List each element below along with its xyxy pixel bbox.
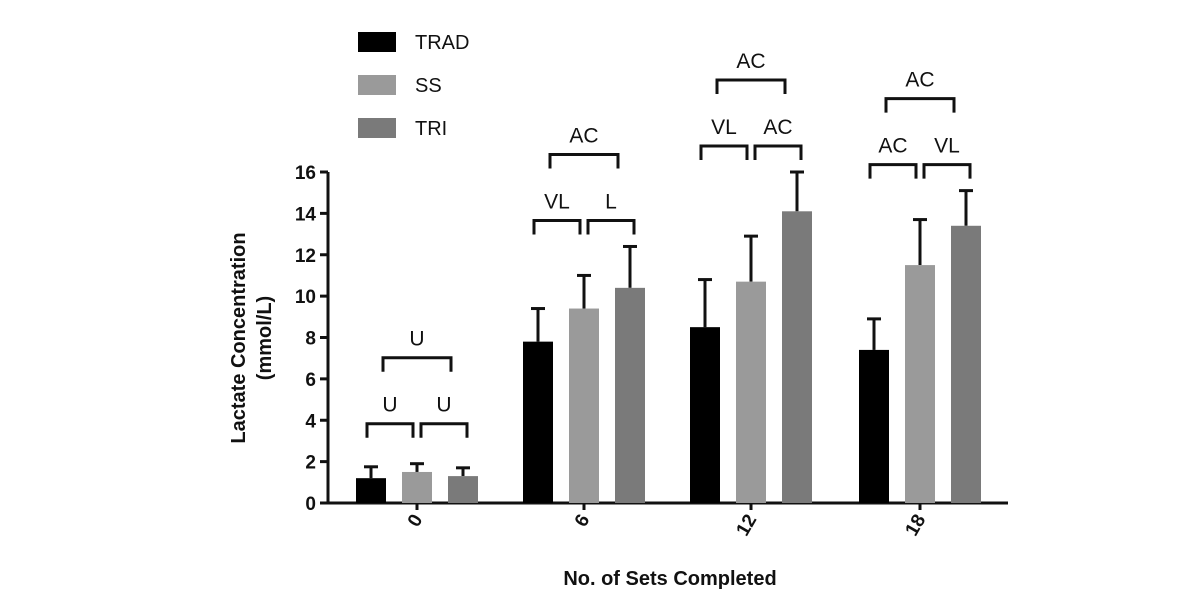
trad-vs-tri-bracket [548,152,620,169]
bar-tri [951,225,981,503]
trad-vs-tri-bracket [715,78,787,94]
trad-vs-tri-bracket [381,356,453,372]
y-tick-label: 8 [305,329,316,350]
y-tick-label: 0 [305,494,316,515]
bar-ss [905,265,935,503]
ss-vs-tri-bracket [586,218,636,235]
x-tick-label: 6 [571,511,594,531]
y-tick-label: 6 [305,370,316,391]
bar-tri [448,476,478,503]
ss-vs-tri-label: L [605,190,617,213]
y-axis: 0 2 4 6 8 10 12 14 16 [295,163,330,515]
x-tick-label: 12 [733,511,762,540]
bar-tri [782,211,812,503]
bar-trad [690,327,720,503]
y-tick-label: 16 [295,163,316,184]
legend-swatch-ss [358,75,396,95]
y-tick-label: 12 [295,246,316,267]
trad-vs-ss-bracket [868,163,918,179]
y-tick-label: 4 [305,411,316,432]
trad-vs-tri-bracket [884,97,956,113]
ss-vs-tri-bracket [753,144,803,160]
ss-vs-tri-label: VL [934,135,960,158]
legend-swatch-trad [358,32,396,52]
legend-swatch-tri [358,118,396,138]
ss-vs-tri-bracket [419,422,469,438]
legend-label-ss: SS [415,75,442,97]
bar-trad [859,349,889,503]
trad-vs-ss-bracket [532,218,582,235]
y-tick-label: 2 [305,453,316,474]
bar-trad [356,478,386,503]
bar-ss [736,281,766,503]
y-tick-label: 14 [295,204,317,225]
bars [356,170,981,503]
trad-vs-tri-label: U [409,328,424,351]
bar-trad [523,341,553,503]
x-axis-title: No. of Sets Completed [563,568,776,590]
trad-vs-ss-label: U [382,394,397,417]
ss-vs-tri-bracket [922,163,972,179]
legend-label-tri: TRI [415,118,447,140]
ss-vs-tri-label: AC [763,116,792,139]
x-axis: 0 6 12 18 [328,501,1008,540]
trad-vs-tri-label: AC [569,124,598,147]
trad-vs-tri-label: AC [736,50,765,73]
x-tick-label: 18 [902,511,931,540]
bar-tri [615,287,645,503]
x-tick-label: 0 [404,511,427,531]
significance-annotations: U U U VL L AC VL AC AC AC VL AC [365,50,972,438]
y-axis-title-line-1: Lactate Concentration [228,232,250,443]
y-axis-title: Lactate Concentration (mmol/L) [228,232,276,443]
trad-vs-ss-label: VL [544,190,570,213]
trad-vs-ss-bracket [365,422,415,438]
trad-vs-ss-bracket [699,144,749,160]
trad-vs-ss-label: AC [878,135,907,158]
ss-vs-tri-label: U [436,394,451,417]
y-tick-label: 10 [295,287,316,308]
bar-ss [402,471,432,503]
trad-vs-tri-label: AC [905,69,934,92]
legend: TRAD SS TRI [358,32,469,140]
trad-vs-ss-label: VL [711,116,737,139]
bar-ss [569,308,599,503]
legend-label-trad: TRAD [415,32,469,54]
y-axis-title-line-2: (mmol/L) [254,296,276,380]
